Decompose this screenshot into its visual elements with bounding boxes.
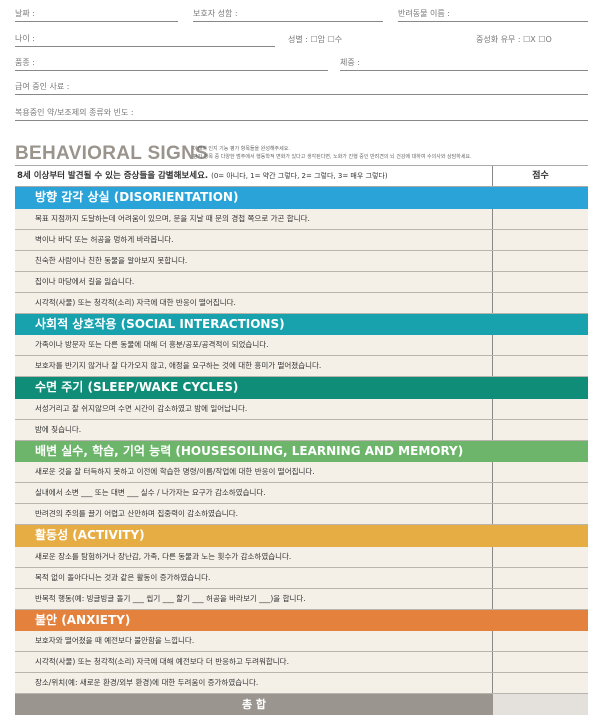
table-row: 시각적(사물) 또는 청각적(소리) 자극에 대해 예전보다 더 반응하고 두려… bbox=[15, 652, 588, 673]
weight-field[interactable]: 체중 : bbox=[340, 57, 588, 71]
table-row: 친숙한 사람이나 친한 동물을 알아보지 못합니다. bbox=[15, 250, 588, 272]
symptom-text: 반려견의 주의를 끌기 어렵고 산만하며 집중력이 감소하였습니다. bbox=[15, 504, 493, 524]
table-row: 목적 없이 돌아다니는 것과 같은 활동이 증가하였습니다. bbox=[15, 567, 588, 589]
pet-name-field[interactable]: 반려동물 이름 : bbox=[398, 8, 588, 22]
table-row: 벽이나 바닥 또는 허공을 멍하게 바라봅니다. bbox=[15, 229, 588, 251]
instruction-line: 아래의 인지 기능 평가 항목들을 완성해주세요. bbox=[193, 146, 290, 152]
score-cell[interactable] bbox=[493, 568, 588, 588]
category-header: 활동성 (ACTIVITY) bbox=[15, 525, 588, 547]
symptom-text: 실내에서 소변 ___ 또는 대변 ___ 실수 / 나가자는 요구가 감소하였… bbox=[15, 483, 493, 503]
symptom-text: 반복적 행동(예: 빙글빙글 돌기 ___ 씹기 ___ 핥기 ___ 허공을 … bbox=[15, 588, 493, 609]
score-cell[interactable] bbox=[493, 631, 588, 651]
question-header: 8세 이상부터 발견될 수 있는 증상들을 감별해보세요. (0= 아니다, 1… bbox=[15, 166, 493, 186]
score-cell[interactable] bbox=[493, 335, 588, 355]
category-header: 사회적 상호작용 (SOCIAL INTERACTIONS) bbox=[15, 313, 588, 335]
score-cell[interactable] bbox=[493, 399, 588, 419]
symptom-table: 8세 이상부터 발견될 수 있는 증상들을 감별해보세요. (0= 아니다, 1… bbox=[15, 165, 588, 715]
category-header: 수면 주기 (SLEEP/WAKE CYCLES) bbox=[15, 377, 588, 399]
symptom-text: 목적 없이 돌아다니는 것과 같은 활동이 증가하였습니다. bbox=[15, 567, 493, 588]
breed-field[interactable]: 품종 : bbox=[15, 57, 328, 71]
score-cell[interactable] bbox=[493, 504, 588, 524]
score-cell[interactable] bbox=[493, 420, 588, 440]
sex-checkboxes[interactable]: 성별 : ☐암 ☐수 bbox=[288, 35, 343, 44]
symptom-text: 보호자를 반기지 않거나 잘 다가오지 않고, 애정을 요구하는 것에 대한 흥… bbox=[15, 356, 493, 376]
table-row: 장소/위치(예: 새로운 환경/외부 환경)에 대한 두려움이 증가하였습니다. bbox=[15, 673, 588, 694]
symptom-text: 시각적(사물) 또는 청각적(소리) 자극에 대한 반응이 떨어집니다. bbox=[15, 292, 493, 313]
table-row: 반려견의 주의를 끌기 어렵고 산만하며 집중력이 감소하였습니다. bbox=[15, 504, 588, 525]
table-row: 서성거리고 잘 쉬지않으며 수면 시간이 감소하였고 밤에 일어납니다. bbox=[15, 398, 588, 420]
table-row: 새로운 것을 잘 터득하지 못하고 이전에 학습한 명령/이름/작업에 대한 반… bbox=[15, 462, 588, 483]
score-cell[interactable] bbox=[493, 462, 588, 482]
score-cell[interactable] bbox=[493, 483, 588, 503]
score-cell[interactable] bbox=[493, 356, 588, 376]
symptom-text: 새로운 것을 잘 터득하지 못하고 이전에 학습한 명령/이름/작업에 대한 반… bbox=[15, 462, 493, 482]
table-row: 목표 지점까지 도달하는데 어려움이 있으며, 문을 지날 때 문의 경첩 쪽으… bbox=[15, 208, 588, 230]
total-label: 총 합 bbox=[15, 694, 493, 715]
guardian-name-field[interactable]: 보호자 성함 : bbox=[193, 8, 383, 22]
total-score-cell[interactable] bbox=[493, 694, 588, 715]
score-cell[interactable] bbox=[493, 209, 588, 229]
question-text: 8세 이상부터 발견될 수 있는 증상들을 감별해보세요. bbox=[17, 171, 209, 181]
table-row: 가족이나 방문자 또는 다른 동물에 대해 더 흥분/공포/공격적이 되었습니다… bbox=[15, 335, 588, 356]
neuter-checkboxes[interactable]: 중성화 유무 : ☐X ☐O bbox=[476, 35, 552, 44]
table-row: 밤에 짖습니다. bbox=[15, 419, 588, 441]
score-cell[interactable] bbox=[493, 251, 588, 271]
symptom-text: 시각적(사물) 또는 청각적(소리) 자극에 대해 예전보다 더 반응하고 두려… bbox=[15, 652, 493, 672]
table-row: 시각적(사물) 또는 청각적(소리) 자극에 대한 반응이 떨어집니다. bbox=[15, 292, 588, 314]
score-header: 점수 bbox=[532, 171, 549, 181]
score-cell[interactable] bbox=[493, 230, 588, 250]
score-cell[interactable] bbox=[493, 589, 588, 609]
date-field[interactable]: 날짜 : bbox=[15, 8, 178, 22]
total-row: 총 합 bbox=[15, 694, 588, 715]
score-scale: (0= 아니다, 1= 약간 그렇다, 2= 그렇다, 3= 매우 그렇다) bbox=[211, 172, 388, 180]
score-cell[interactable] bbox=[493, 293, 588, 313]
medication-field[interactable]: 복용중인 약/보조제의 종류와 빈도 : bbox=[15, 107, 588, 121]
score-cell[interactable] bbox=[493, 272, 588, 292]
table-row: 보호자를 반기지 않거나 잘 다가오지 않고, 애정을 요구하는 것에 대한 흥… bbox=[15, 356, 588, 377]
food-field[interactable]: 급여 중인 사료 : bbox=[15, 81, 588, 95]
score-cell[interactable] bbox=[493, 673, 588, 693]
symptom-text: 서성거리고 잘 쉬지않으며 수면 시간이 감소하였고 밤에 일어납니다. bbox=[15, 398, 493, 419]
instruction-line: 평가 항목 중 다양한 범주에서 행동학적 변화가 있다고 생각된다면, 노화가… bbox=[193, 154, 472, 160]
table-row: 실내에서 소변 ___ 또는 대변 ___ 실수 / 나가자는 요구가 감소하였… bbox=[15, 483, 588, 504]
section-title: BEHAVIORAL SIGNS bbox=[15, 143, 209, 164]
symptom-text: 벽이나 바닥 또는 허공을 멍하게 바라봅니다. bbox=[15, 229, 493, 250]
symptom-text: 집이나 마당에서 길을 잃습니다. bbox=[15, 271, 493, 292]
table-row: 보호자와 떨어졌을 때 예전보다 불안함을 느낍니다. bbox=[15, 631, 588, 652]
table-row: 반복적 행동(예: 빙글빙글 돌기 ___ 씹기 ___ 핥기 ___ 허공을 … bbox=[15, 588, 588, 610]
symptom-text: 새로운 장소를 탐험하거나 장난감, 가족, 다른 동물과 노는 횟수가 감소하… bbox=[15, 546, 493, 567]
age-field[interactable]: 나이 : bbox=[15, 33, 275, 47]
score-cell[interactable] bbox=[493, 547, 588, 567]
table-row: 집이나 마당에서 길을 잃습니다. bbox=[15, 271, 588, 293]
category-header: 불안 (ANXIETY) bbox=[15, 609, 588, 631]
symptom-text: 밤에 짖습니다. bbox=[15, 419, 493, 440]
table-row: 새로운 장소를 탐험하거나 장난감, 가족, 다른 동물과 노는 횟수가 감소하… bbox=[15, 546, 588, 568]
symptom-text: 친숙한 사람이나 친한 동물을 알아보지 못합니다. bbox=[15, 250, 493, 271]
symptom-text: 가족이나 방문자 또는 다른 동물에 대해 더 흥분/공포/공격적이 되었습니다… bbox=[15, 335, 493, 355]
symptom-text: 목표 지점까지 도달하는데 어려움이 있으며, 문을 지날 때 문의 경첩 쪽으… bbox=[15, 208, 493, 229]
table-header: 8세 이상부터 발견될 수 있는 증상들을 감별해보세요. (0= 아니다, 1… bbox=[15, 165, 588, 187]
symptom-text: 장소/위치(예: 새로운 환경/외부 환경)에 대한 두려움이 증가하였습니다. bbox=[15, 673, 493, 693]
category-header: 방향 감각 상실 (DISORIENTATION) bbox=[15, 187, 588, 209]
instructions: 아래의 인지 기능 평가 항목들을 완성해주세요. 평가 항목 중 다양한 범주에… bbox=[193, 145, 472, 161]
score-cell[interactable] bbox=[493, 652, 588, 672]
symptom-text: 보호자와 떨어졌을 때 예전보다 불안함을 느낍니다. bbox=[15, 631, 493, 651]
category-header: 배변 실수, 학습, 기억 능력 (HOUSESOILING, LEARNING… bbox=[15, 440, 588, 462]
